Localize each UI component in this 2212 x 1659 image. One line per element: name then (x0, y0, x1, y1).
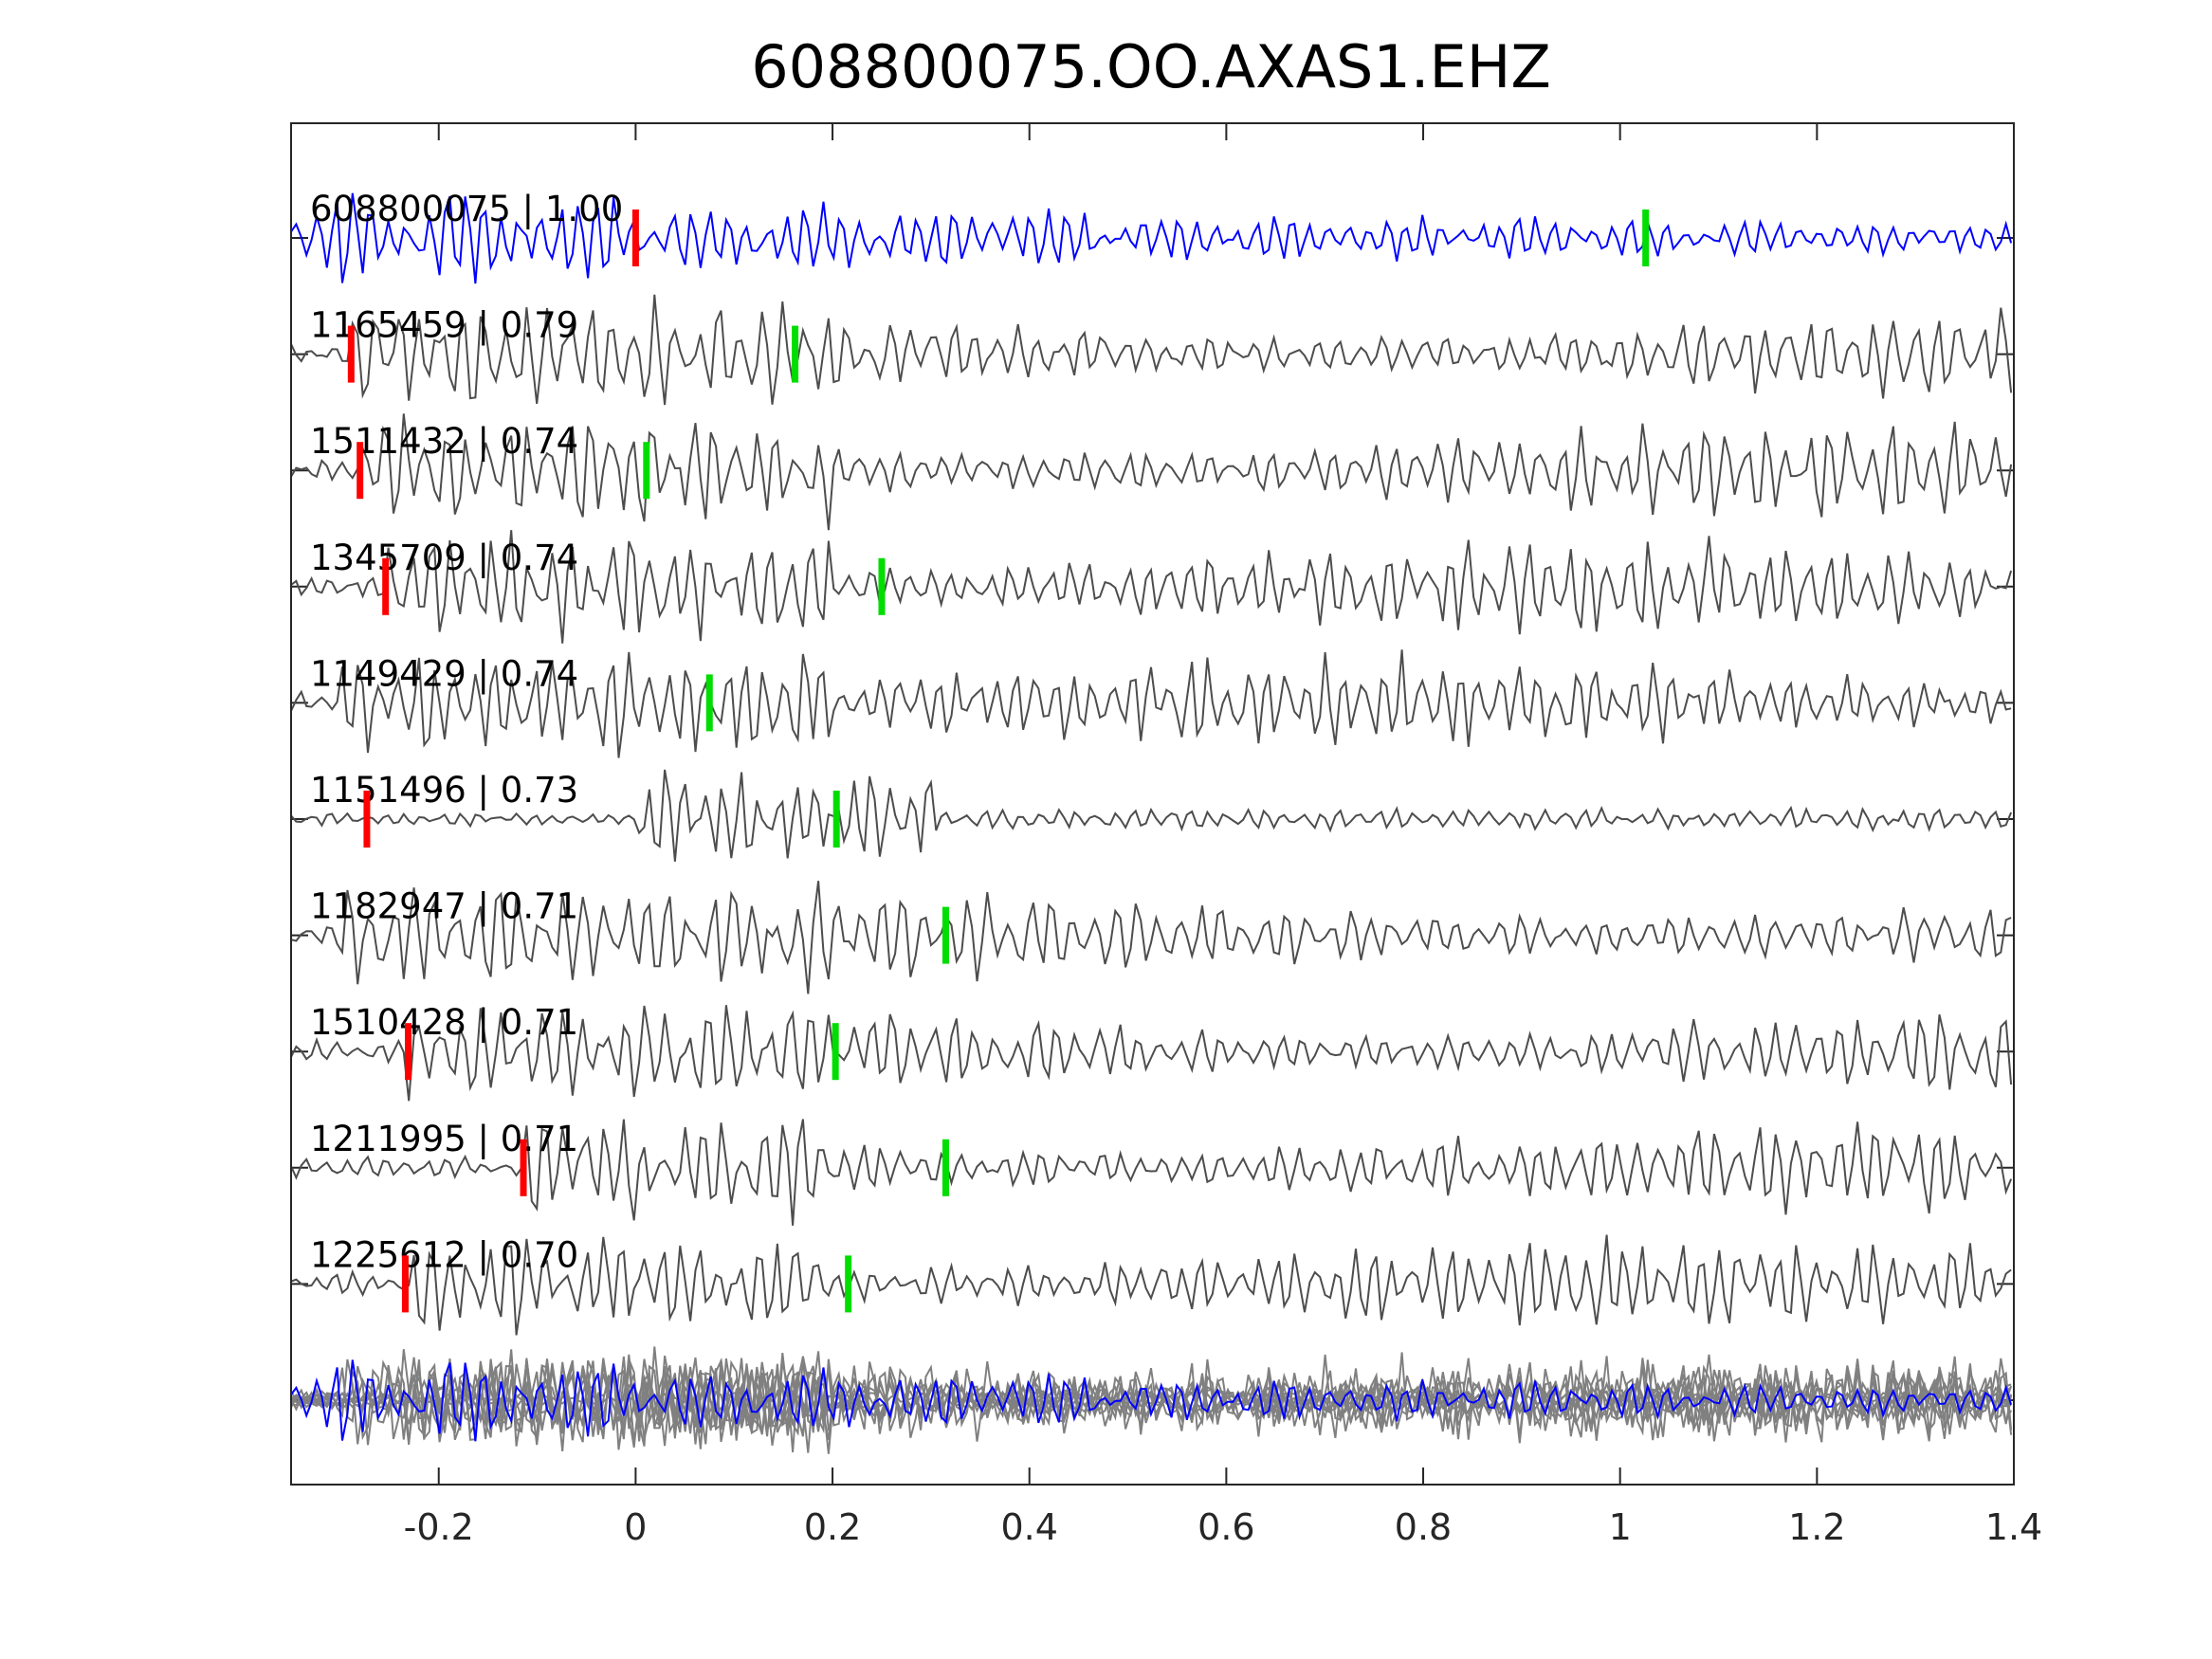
waveform-line (290, 530, 2013, 644)
trace-1511432: 1511432 | 0.74 (290, 413, 2014, 531)
plot-frame (290, 122, 2015, 1486)
trace-1165459: 1165459 | 0.79 (290, 294, 2014, 406)
p-pick-marker (347, 325, 355, 383)
x-tick-label: 0.6 (1197, 1506, 1254, 1548)
stack-match-line (290, 1349, 2013, 1454)
waveform-line (290, 1119, 2013, 1226)
waveform-line (290, 881, 2012, 994)
stack-template-line (290, 1359, 2013, 1442)
p-pick-marker (356, 442, 364, 500)
trace-label: 1149429 | 0.74 (310, 653, 578, 694)
x-tick-label: 0.2 (804, 1506, 861, 1548)
trace-1345709: 1345709 | 0.74 (290, 530, 2014, 644)
p-pick-marker (520, 1139, 527, 1196)
trace-label: 608800075 | 1.00 (310, 189, 623, 229)
stack-match-line (290, 1349, 2013, 1451)
trace-label: 1182947 | 0.71 (310, 886, 578, 927)
s-pick-marker (643, 442, 650, 500)
traces: 608800075 | 1.00 1165459 | 0.79 1511432 | … (290, 189, 2014, 1454)
s-pick-marker (941, 906, 949, 964)
trace-1149429: 1149429 | 0.74 (290, 649, 2014, 758)
trace-label: 1511432 | 0.74 (310, 421, 578, 462)
s-pick-marker (1642, 210, 1650, 266)
trace-608800075: 608800075 | 1.00 (290, 189, 2014, 284)
x-tick-label: 0.4 (1000, 1506, 1057, 1548)
trace-label: 1345709 | 0.74 (310, 538, 578, 578)
s-pick-marker (941, 1139, 949, 1196)
p-pick-marker (631, 210, 639, 266)
waveform-line (290, 413, 2013, 531)
trace-1211995: 1211995 | 0.71 (290, 1119, 2014, 1226)
s-pick-marker (878, 557, 886, 615)
trace-label: 1225612 | 0.70 (310, 1234, 578, 1275)
s-pick-marker (832, 1023, 839, 1081)
p-pick-marker (405, 1023, 412, 1081)
x-tick-label: 1 (1609, 1506, 1632, 1548)
stacked-overlay (290, 1346, 2014, 1454)
s-pick-marker (792, 325, 799, 383)
p-pick-marker (382, 557, 390, 615)
waveform-line (290, 1005, 2013, 1102)
stack-match-line (290, 1356, 2013, 1452)
s-pick-marker (705, 674, 713, 732)
stack-match-line (290, 1352, 2012, 1450)
trace-label: 1211995 | 0.71 (310, 1119, 578, 1159)
waveform-line (290, 1234, 2012, 1336)
trace-label: 1165459 | 0.79 (310, 305, 578, 346)
waveform-line (290, 649, 2012, 758)
x-tick-label: 1.4 (1985, 1506, 2042, 1548)
trace-1510428: 1510428 | 0.71 (290, 1002, 2014, 1102)
x-tick-label: 0 (624, 1506, 647, 1548)
s-pick-marker (832, 791, 840, 848)
p-pick-marker (401, 1255, 409, 1313)
x-tick-label: -0.2 (404, 1506, 474, 1548)
s-pick-marker (845, 1255, 852, 1313)
trace-1151496: 1151496 | 0.73 (290, 769, 2014, 862)
waveform-line (290, 294, 2013, 406)
x-tick-label: 0.8 (1395, 1506, 1452, 1548)
p-pick-marker (363, 791, 371, 848)
waveform-line (290, 769, 2013, 862)
trace-1182947: 1182947 | 0.71 (290, 881, 2014, 994)
waveform-line (290, 192, 2013, 284)
trace-1225612: 1225612 | 0.70 (290, 1234, 2014, 1336)
chart-title: 608800075.OO.AXAS1.EHZ (751, 32, 1551, 101)
trace-label: 1510428 | 0.71 (310, 1002, 578, 1043)
x-axis: -0.2 0 0.2 0.4 0.6 0.8 1 1.2 1.4 (404, 123, 2042, 1548)
x-tick-label: 1.2 (1788, 1506, 1845, 1548)
trace-label: 1151496 | 0.73 (310, 770, 578, 811)
